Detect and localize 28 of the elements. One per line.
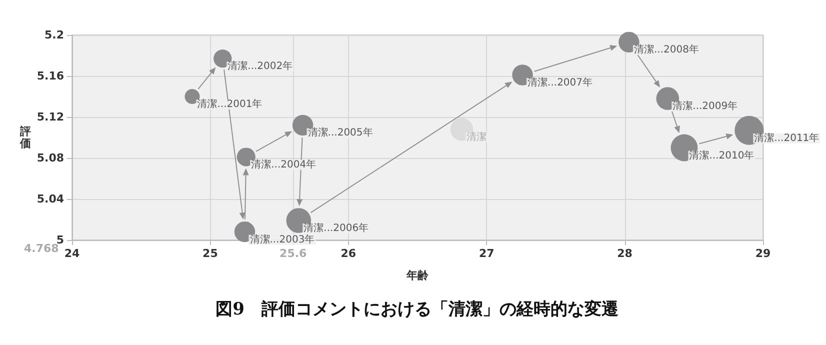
- x-tick-label: 24: [64, 247, 80, 260]
- y-tick-label: 5.2: [44, 28, 64, 42]
- annotation: 清潔...2004年: [251, 158, 316, 170]
- x-tick-label: 28: [617, 247, 632, 260]
- annotation: 清潔...2001年: [197, 98, 262, 110]
- annotation: 清潔...2010年: [689, 149, 754, 162]
- annotation: 清潔...2011年: [754, 132, 820, 144]
- y-tick-label: 5.04: [36, 192, 64, 206]
- x-tick-label: 25: [202, 247, 218, 260]
- text: 図9 評価コメントにおける「清潔」の経時的な変遷: [216, 300, 618, 320]
- annotation: 清潔...2008年: [634, 44, 699, 56]
- x-axis-title: 年齢: [406, 269, 430, 282]
- y-tick-label: 5.08: [36, 152, 64, 164]
- annotation: 清潔...2002年: [228, 60, 293, 72]
- annotation: 清潔...2009年: [672, 100, 738, 112]
- text: 4.768: [24, 242, 59, 255]
- y-tick-label: 5.16: [36, 70, 64, 82]
- annotation: 清潔...2003年: [250, 233, 315, 246]
- annotation: 清潔: [466, 130, 487, 143]
- x-tick-label: 26: [340, 247, 356, 260]
- y-axis-title: 評価: [18, 125, 31, 150]
- annotation: 清潔...2005年: [308, 126, 373, 139]
- annotation: 清潔...2006年: [304, 222, 369, 234]
- annotation: 清潔...2007年: [528, 76, 593, 88]
- x-tick-label: 25.6: [280, 247, 308, 260]
- x-tick-label: 29: [755, 247, 771, 260]
- y-tick-label: 5.12: [36, 110, 64, 124]
- x-tick-label: 27: [478, 247, 494, 260]
